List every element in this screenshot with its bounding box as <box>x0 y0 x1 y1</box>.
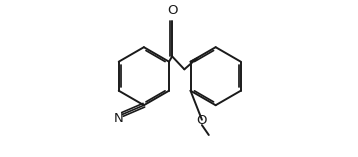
Text: O: O <box>197 114 207 127</box>
Text: N: N <box>114 112 124 125</box>
Text: O: O <box>167 4 177 17</box>
